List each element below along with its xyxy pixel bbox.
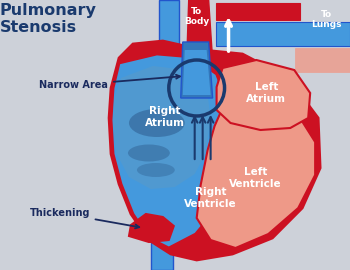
Text: To
Body: To Body	[184, 7, 209, 26]
Polygon shape	[216, 22, 350, 46]
Text: Narrow Area: Narrow Area	[40, 75, 180, 90]
Polygon shape	[295, 48, 350, 72]
Polygon shape	[159, 0, 179, 65]
Polygon shape	[181, 42, 212, 98]
Text: Thickening: Thickening	[29, 208, 139, 228]
Polygon shape	[216, 3, 300, 20]
Polygon shape	[111, 54, 231, 248]
Polygon shape	[183, 50, 211, 95]
Text: Right
Atrium: Right Atrium	[145, 106, 185, 128]
Polygon shape	[151, 225, 173, 270]
Text: Right
Ventricle: Right Ventricle	[184, 187, 237, 209]
Polygon shape	[217, 60, 310, 130]
Text: Pulmonary
Stenosis: Pulmonary Stenosis	[0, 3, 97, 35]
Polygon shape	[197, 97, 315, 248]
Text: Left
Ventricle: Left Ventricle	[229, 167, 282, 189]
Text: Left
Atrium: Left Atrium	[246, 82, 286, 104]
Polygon shape	[187, 0, 212, 60]
Ellipse shape	[129, 109, 185, 137]
Text: To
Lungs: To Lungs	[311, 10, 341, 29]
Ellipse shape	[128, 144, 170, 161]
Ellipse shape	[137, 163, 175, 177]
Polygon shape	[109, 41, 320, 260]
Polygon shape	[129, 214, 174, 242]
Polygon shape	[113, 66, 211, 189]
